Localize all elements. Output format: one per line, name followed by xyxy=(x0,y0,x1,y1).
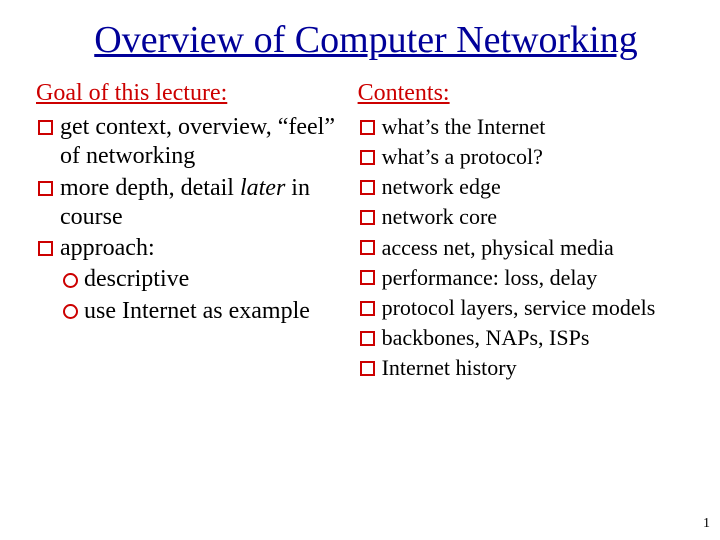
text-segment: performance: loss, delay xyxy=(382,265,598,290)
text-segment: descriptive xyxy=(84,266,189,292)
text-segment: more depth, detail xyxy=(60,175,240,201)
contents-heading: Contents: xyxy=(358,80,701,107)
slide-title: Overview of Computer Networking xyxy=(36,18,696,62)
contents-item: Internet history xyxy=(358,354,701,382)
left-column: Goal of this lecture: get context, overv… xyxy=(36,80,340,384)
text-segment: approach: xyxy=(60,235,155,261)
contents-item: network core xyxy=(358,203,701,231)
text-segment: get context, overview, “feel” of network… xyxy=(60,114,335,169)
contents-item: protocol layers, service models xyxy=(358,294,701,322)
contents-item: what’s a protocol? xyxy=(358,143,701,171)
contents-list: what’s the Internet what’s a protocol? net… xyxy=(358,113,701,382)
contents-item: backbones, NAPs, ISPs xyxy=(358,324,701,352)
text-segment: Internet history xyxy=(382,355,517,380)
goal-item: approach: descriptive use Internet as exam… xyxy=(36,234,340,326)
goal-subitem: use Internet as example xyxy=(60,297,340,326)
text-segment: network core xyxy=(382,204,497,229)
text-segment: network edge xyxy=(382,174,501,199)
goal-subitem: descriptive xyxy=(60,265,340,294)
slide: Overview of Computer Networking Goal of … xyxy=(0,0,720,540)
contents-item: access net, physical media xyxy=(358,234,701,262)
contents-item: network edge xyxy=(358,173,701,201)
text-segment: later xyxy=(240,175,285,201)
goal-list: get context, overview, “feel” of network… xyxy=(36,113,340,326)
text-segment: protocol layers, service models xyxy=(382,295,656,320)
right-column: Contents: what’s the Internet what’s a pr… xyxy=(358,80,701,384)
text-segment: use Internet as example xyxy=(84,298,310,324)
contents-item: performance: loss, delay xyxy=(358,264,701,292)
text-segment: backbones, NAPs, ISPs xyxy=(382,325,590,350)
text-segment: access net, physical media xyxy=(382,235,614,260)
goal-heading: Goal of this lecture: xyxy=(36,80,340,107)
goal-item: more depth, detail later in course xyxy=(36,174,340,233)
page-number: 1 xyxy=(703,516,710,532)
text-segment: what’s the Internet xyxy=(382,114,546,139)
two-column-layout: Goal of this lecture: get context, overv… xyxy=(36,80,696,384)
goal-sublist: descriptive use Internet as example xyxy=(60,265,340,326)
goal-item: get context, overview, “feel” of network… xyxy=(36,113,340,172)
text-segment: what’s a protocol? xyxy=(382,144,543,169)
contents-item: what’s the Internet xyxy=(358,113,701,141)
